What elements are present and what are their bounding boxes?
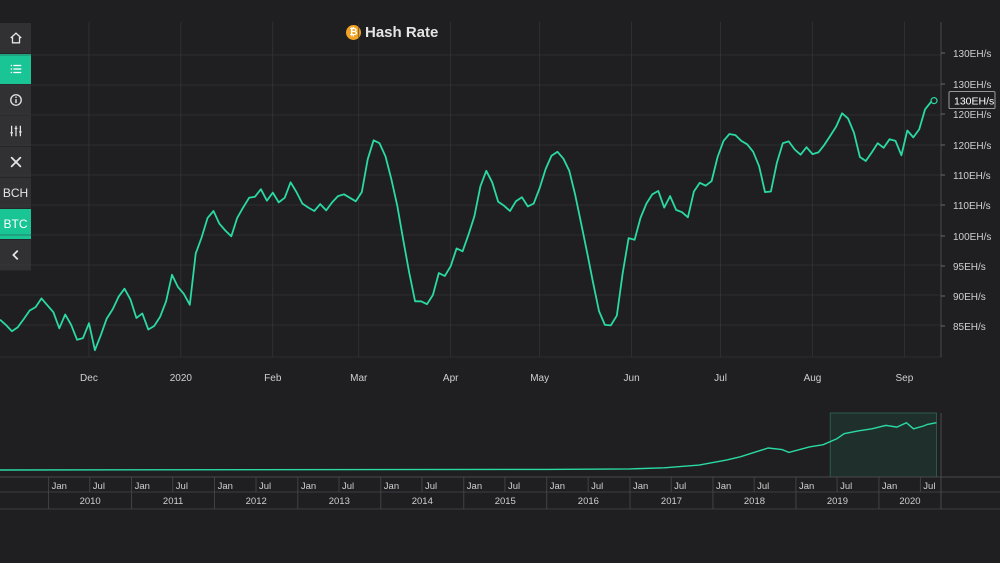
info-button[interactable] [0,85,31,116]
navigator-month-label: Jan [52,481,67,492]
navigator-year-label: 2012 [246,496,267,507]
navigator-year-label: 2018 [744,496,765,507]
home-button[interactable] [0,23,31,54]
navigator-year-label: 2017 [661,496,682,507]
navigator-month-label: Jul [840,481,852,492]
settings-sliders-button[interactable] [0,116,31,147]
x-tick-label: May [530,373,549,384]
navigator-month-label: Jan [799,481,814,492]
grid [0,22,942,358]
navigator-month-label: Jan [550,481,565,492]
navigator-year-label: 2013 [329,496,350,507]
last-point-marker [930,97,938,105]
bitcoin-icon: ₿ [346,24,361,40]
navigator-selection [829,412,937,478]
navigator-month-label: Jul [342,481,354,492]
navigator-month-label: Jul [674,481,686,492]
sidebar: BCH BTC [0,23,31,271]
list-icon [10,64,21,74]
navigator-month-label: Jan [218,481,233,492]
y-tick-label: 95EH/s [953,262,986,273]
x-tick-label: Jun [624,373,640,384]
x-tick-label: Apr [443,373,459,384]
y-tick-label: 90EH/s [953,292,986,303]
navigator-month-label: Jan [467,481,482,492]
y-tick-label: 85EH/s [953,322,986,333]
navigator-month-label: Jan [716,481,731,492]
navigator-year-label: 2014 [412,496,433,507]
collapse-button[interactable] [0,240,31,271]
x-axis: Dec 2020 Feb Mar Apr May Jun Jul Aug Sep [80,373,914,384]
x-tick-label: Sep [895,373,913,384]
navigator-month-label: Jul [591,481,603,492]
info-icon [9,94,22,106]
chart-title: ₿ Hash Rate [346,22,438,42]
chevron-left-icon [11,250,18,260]
y-axis: 85EH/s 90EH/s 95EH/s 100EH/s 110EH/s 110EH/s 1… [941,49,991,333]
navigator-month-label: Jan [882,481,897,492]
y-tick-label: 120EH/s [953,110,991,121]
navigator-line [0,421,937,471]
y-tick-label: 110EH/s [953,201,991,212]
bch-button[interactable]: BCH [0,178,31,209]
home-icon [9,32,22,44]
navigator-month-label: Jul [508,481,520,492]
list-button[interactable] [0,54,31,85]
navigator-year-label: 2016 [578,496,599,507]
chart-title-text: Hash Rate [365,23,439,41]
y-tick-label: 120EH/s [953,141,991,152]
x-tick-label: Aug [804,373,822,384]
navigator-year-label: 2015 [495,496,516,507]
tools-button[interactable] [0,147,31,178]
navigator-month-label: Jan [633,481,648,492]
navigator-year-label: 2010 [80,496,101,507]
navigator-year-label: 2020 [899,496,920,507]
navigator-year-label: 2019 [827,496,848,507]
navigator-month-label: Jul [425,481,437,492]
x-tick-label: Jul [714,373,727,384]
sliders-icon [9,125,22,137]
navigator[interactable]: Jan Jul 2010 Jan Jul 2011 Jan Jul 2012 Jan Jul 2013… [0,412,1000,510]
hash-rate-line [0,99,935,352]
y-tick-label: 130EH/s [953,80,991,91]
navigator-month-label: Jul [259,481,271,492]
y-tick-label: 130EH/s [953,49,991,60]
navigator-month-label: Jan [384,481,399,492]
x-tick-label: Dec [80,373,98,384]
navigator-month-label: Jul [923,481,935,492]
x-tick-label: Feb [264,373,282,384]
navigator-month-label: Jul [93,481,105,492]
navigator-month-label: Jan [135,481,150,492]
x-tick-label: 2020 [170,373,193,384]
y-tick-label: 110EH/s [953,171,991,182]
last-value-label: 130EH/s [954,96,994,108]
x-tick-label: Mar [350,373,368,384]
series: 130EH/s [0,91,996,352]
last-value-box [948,91,996,110]
y-tick-label: 100EH/s [953,232,991,243]
navigator-month-label: Jan [301,481,316,492]
tools-icon [10,156,21,168]
navigator-month-label: Jul [757,481,769,492]
navigator-year-label: 2011 [163,496,183,507]
navigator-month-label: Jul [176,481,188,492]
